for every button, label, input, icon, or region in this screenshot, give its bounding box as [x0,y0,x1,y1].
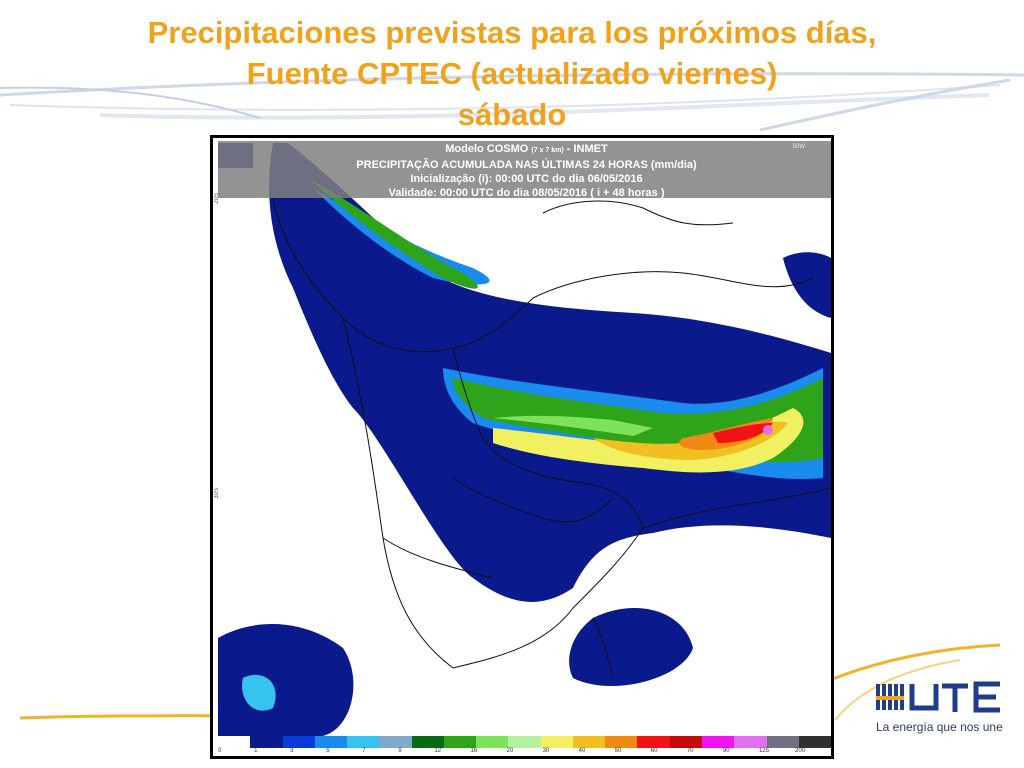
colorbar-segment [508,736,541,748]
colorbar-label: 50 [614,748,622,754]
latitude-label-mid: 30S [214,488,220,499]
map-header-line-3: Inicialização (i): 00:00 UTC do dia 06/0… [410,173,643,185]
colorbar-label: 3 [290,748,294,754]
colorbar-label: 200 [795,748,806,754]
colorbar-label: 20 [506,748,514,754]
colorbar-segment [282,736,315,748]
longitude-label: 50W [792,144,805,150]
colorbar-label: 12 [434,748,442,754]
colorbar-label: 0 [218,748,222,754]
ute-logo-mark [876,681,1000,713]
colorbar-label: 9 [398,748,402,754]
colorbar-segment [701,736,735,748]
title-line-3: sábado [457,97,567,132]
map-graphic [218,143,831,736]
colorbar-label: 7 [362,748,366,754]
colorbar-segment [766,736,799,748]
colorbar-label: 40 [578,748,586,754]
logo-tagline: La energía que nos une [876,720,1003,734]
colorbar-segment [218,736,251,748]
colorbar-segment [605,736,638,748]
colorbar-segment [476,736,509,748]
colorbar-segment [250,736,283,748]
colorbar-label: 30 [542,748,550,754]
map-header-line-1: Modelo COSMO (7 x 7 km) - INMET [445,143,608,155]
colorbar-segment [443,736,477,748]
colorbar-label: 90 [722,748,730,754]
slide-title: Precipitaciones previstas para los próxi… [0,12,1024,135]
precipitation-map: Modelo COSMO (7 x 7 km) - INMET PRECIPIT… [210,135,834,759]
colorbar-label: 1 [254,748,258,754]
title-line-1: Precipitaciones previstas para los próxi… [147,15,877,50]
colorbar-label: 5 [326,748,330,754]
map-header: Modelo COSMO (7 x 7 km) - INMET PRECIPIT… [218,141,831,199]
colorbar-label: 60 [650,748,658,754]
map-header-line-2: PRECIPITAÇÃO ACUMULADA NAS ÚLTIMAS 24 HO… [356,159,697,171]
colorbar-segment [798,736,831,748]
colorbar-segment [734,736,767,748]
colorbar-segment [637,736,670,748]
colorbar-segment [411,736,444,748]
colorbar-segment [314,736,348,748]
ute-logo: La energía que nos une [876,680,1016,740]
colorbar-segment [379,736,412,748]
colorbar-segment [540,736,573,748]
colorbar-label: 125 [758,748,769,754]
colorbar-label: 16 [470,748,478,754]
title-line-2: Fuente CPTEC (actualizado viernes) [246,56,778,91]
map-header-line-4: Validade: 00:00 UTC do dia 08/05/2016 ( … [388,187,665,199]
colorbar [218,736,831,748]
colorbar-label: 70 [686,748,694,754]
latitude-label-top: 20S [214,193,220,204]
colorbar-labels: 0 1 3 5 7 9 12 16 20 30 40 50 60 70 90 125 200 [218,748,831,756]
colorbar-segment [347,736,380,748]
colorbar-segment [572,736,606,748]
colorbar-segment [669,736,702,748]
